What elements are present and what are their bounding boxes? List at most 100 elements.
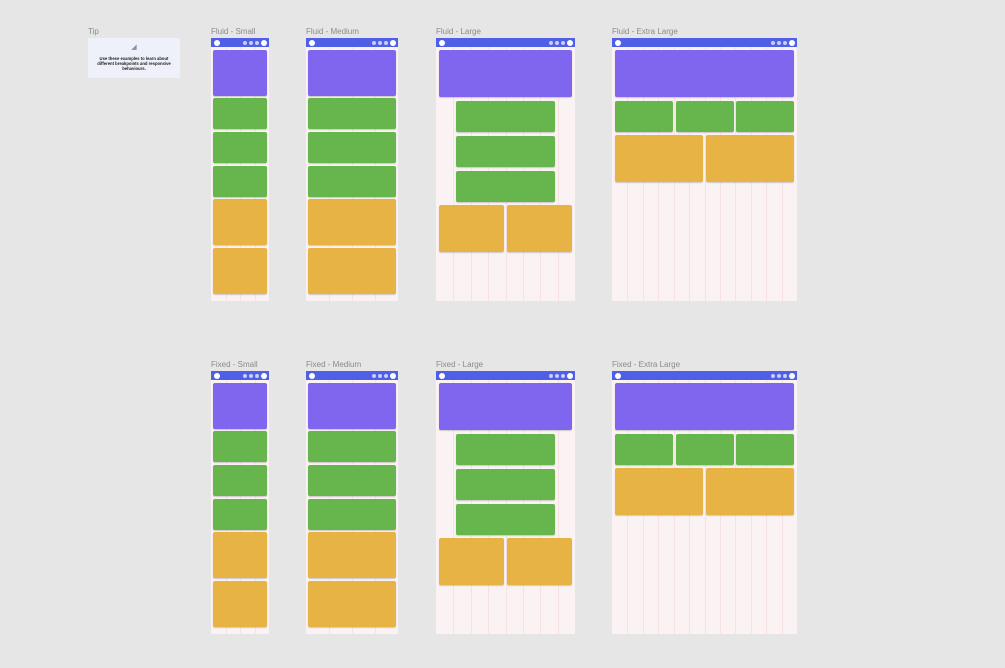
navbar xyxy=(306,38,398,47)
feature-block xyxy=(213,199,267,245)
card-block xyxy=(456,136,555,167)
frame-fixed-small[interactable] xyxy=(211,371,269,634)
nav-dot-icon xyxy=(549,40,553,45)
frame-label-fluid-extra-large: Fluid - Extra Large xyxy=(612,27,678,36)
nav-dot-icon xyxy=(243,40,247,45)
card-block xyxy=(308,499,396,530)
avatar-icon xyxy=(390,372,396,379)
nav-dot-icon xyxy=(549,373,553,378)
nav-dot-icon xyxy=(384,373,388,378)
card-block xyxy=(308,431,396,462)
avatar-icon xyxy=(261,372,267,379)
avatar-icon xyxy=(261,39,267,46)
frame-fluid-large[interactable] xyxy=(436,38,575,301)
feature-block xyxy=(308,248,396,294)
card-block xyxy=(456,504,555,535)
navbar xyxy=(211,38,269,47)
tip-label: Tip xyxy=(88,27,99,36)
avatar-icon xyxy=(390,39,396,46)
nav-dot-icon xyxy=(777,40,781,45)
card-block xyxy=(308,465,396,496)
nav-dot-icon xyxy=(783,373,787,378)
nav-dot-icon xyxy=(372,40,376,45)
frame-label-fluid-medium: Fluid - Medium xyxy=(306,27,359,36)
frame-label-fixed-small: Fixed - Small xyxy=(211,360,258,369)
card-block xyxy=(308,132,396,163)
feature-block xyxy=(706,135,794,182)
feature-block xyxy=(308,532,396,578)
frame-fixed-medium[interactable] xyxy=(306,371,398,634)
card-block xyxy=(736,434,794,465)
card-block xyxy=(213,98,267,129)
feature-block xyxy=(507,205,572,252)
logo-icon xyxy=(615,372,621,379)
card-block xyxy=(736,101,794,132)
card-block xyxy=(308,166,396,197)
hero-block xyxy=(308,50,396,96)
frame-fixed-large[interactable] xyxy=(436,371,575,634)
frame-fluid-medium[interactable] xyxy=(306,38,398,301)
navbar xyxy=(436,38,575,47)
hero-block xyxy=(615,383,794,430)
feature-block xyxy=(213,581,267,627)
tip-card[interactable]: ◢ Use these examples to learn about diff… xyxy=(88,38,180,78)
nav-dot-icon xyxy=(555,373,559,378)
card-block xyxy=(456,171,555,202)
tip-text: Use these examples to learn about differ… xyxy=(97,56,171,71)
card-block xyxy=(213,431,267,462)
feature-block xyxy=(439,538,504,585)
frame-label-fluid-small: Fluid - Small xyxy=(211,27,256,36)
navbar xyxy=(612,371,797,380)
navbar xyxy=(306,371,398,380)
frame-label-fixed-medium: Fixed - Medium xyxy=(306,360,362,369)
feature-block xyxy=(213,248,267,294)
avatar-icon xyxy=(567,39,573,46)
logo-icon xyxy=(214,372,220,379)
card-block xyxy=(308,98,396,129)
frame-label-fixed-large: Fixed - Large xyxy=(436,360,484,369)
card-block xyxy=(615,434,673,465)
feature-block xyxy=(615,468,703,515)
card-block xyxy=(456,101,555,132)
frame-fluid-extra-large[interactable] xyxy=(612,38,797,301)
frame-label-fixed-extra-large: Fixed - Extra Large xyxy=(612,360,681,369)
logo-icon xyxy=(439,39,445,46)
feature-block xyxy=(308,199,396,245)
nav-dot-icon xyxy=(783,40,787,45)
navbar xyxy=(612,38,797,47)
nav-dot-icon xyxy=(777,373,781,378)
card-block xyxy=(213,499,267,530)
hero-block xyxy=(308,383,396,429)
feature-block xyxy=(439,205,504,252)
feature-block xyxy=(213,532,267,578)
avatar-icon xyxy=(789,372,795,379)
logo-icon xyxy=(309,39,315,46)
feature-block xyxy=(308,581,396,627)
nav-dot-icon xyxy=(771,373,775,378)
card-block xyxy=(213,166,267,197)
hero-block xyxy=(213,383,267,429)
card-block xyxy=(676,434,734,465)
navbar xyxy=(211,371,269,380)
feature-block xyxy=(615,135,703,182)
frame-label-fluid-large: Fluid - Large xyxy=(436,27,481,36)
card-block xyxy=(456,469,555,500)
card-block xyxy=(456,434,555,465)
card-block xyxy=(213,465,267,496)
logo-icon xyxy=(309,372,315,379)
avatar-icon xyxy=(567,372,573,379)
nav-dot-icon xyxy=(561,373,565,378)
nav-dot-icon xyxy=(561,40,565,45)
hero-block xyxy=(439,383,572,430)
nav-dot-icon xyxy=(243,373,247,378)
hero-block xyxy=(439,50,572,97)
card-block xyxy=(213,132,267,163)
frame-fixed-extra-large[interactable] xyxy=(612,371,797,634)
navbar xyxy=(436,371,575,380)
nav-dot-icon xyxy=(255,373,259,378)
hero-block xyxy=(213,50,267,96)
avatar-icon xyxy=(789,39,795,46)
ruler-triangle-icon: ◢ xyxy=(131,44,137,51)
frame-fluid-small[interactable] xyxy=(211,38,269,301)
feature-block xyxy=(507,538,572,585)
